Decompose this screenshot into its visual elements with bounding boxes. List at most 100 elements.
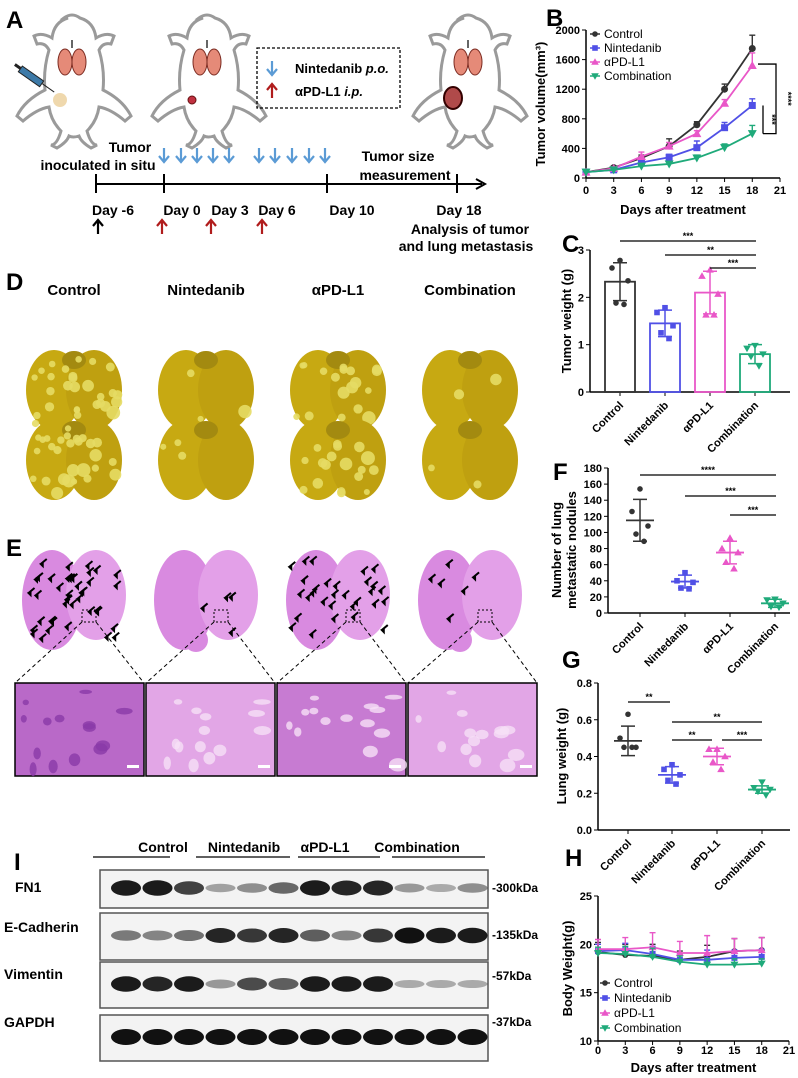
lung-lobe [422, 350, 478, 430]
arrow-icon [84, 560, 94, 571]
protein-band [174, 930, 204, 941]
metastatic-nodule [362, 411, 376, 425]
protein-band [394, 883, 425, 893]
x-tick-label: 3 [622, 1045, 628, 1057]
arrow-down-icon [303, 148, 315, 164]
tissue-feature [499, 758, 516, 773]
arrow-down-icon [286, 148, 298, 164]
tissue-feature [95, 740, 111, 752]
data-point [594, 950, 602, 958]
arrow-head [92, 218, 104, 227]
y-tick-label: 0.2 [577, 788, 592, 800]
wb-group-label: Control [138, 839, 188, 855]
protein-band [457, 927, 488, 944]
data-point [726, 534, 734, 541]
tissue-feature [460, 743, 472, 756]
scale-bar [258, 765, 270, 768]
lung-lobe [158, 350, 214, 430]
y-axis-label: Tumor volume(mm³) [533, 42, 548, 167]
lung-photo [26, 350, 123, 430]
lung-photographs [26, 350, 518, 500]
panel-label-e: E [6, 535, 22, 562]
lung-icon [467, 48, 483, 76]
inoculation-label-2: inoculated in situ [40, 157, 155, 173]
lung-photo [158, 420, 254, 500]
data-point [617, 257, 623, 264]
lung-icon [71, 48, 87, 76]
zoom-connector [227, 621, 276, 684]
data-point [673, 781, 679, 787]
metastatic-nodule [91, 464, 99, 472]
arrow-icon [47, 573, 56, 584]
metastatic-nodule [365, 387, 372, 394]
metastatic-nodule [106, 405, 121, 420]
data-point [720, 98, 730, 107]
metastatic-nodule [76, 463, 91, 478]
significance-label: **** [783, 92, 793, 107]
mouse-illustration [14, 13, 133, 150]
metastatic-nodule [312, 478, 324, 489]
metastatic-nodule [337, 386, 350, 399]
metastatic-nodule [96, 392, 105, 401]
arrow-icon [360, 565, 369, 576]
arrow-icon [287, 561, 296, 572]
tissue-feature [203, 751, 216, 765]
arrow-icon [370, 563, 380, 574]
arrow-icon [55, 582, 65, 593]
group-1 [649, 304, 681, 393]
metastatic-nodule [320, 459, 331, 470]
arrow-icon [300, 575, 309, 586]
tissue-feature [33, 747, 41, 760]
metastatic-nodule [319, 367, 328, 376]
y-tick-label: 20 [590, 592, 602, 604]
tissue-feature [286, 721, 293, 730]
he-section [145, 550, 276, 777]
tissue-feature [320, 717, 331, 726]
protein-band [394, 980, 425, 988]
protein-band [205, 883, 236, 893]
protein-band [331, 880, 362, 896]
data-point [665, 153, 673, 161]
tissue-feature [29, 762, 37, 777]
y-tick-label: 25 [580, 891, 592, 903]
protein-band [363, 1029, 393, 1045]
arrow-icon [47, 615, 57, 626]
day-label: Day 18 [436, 202, 481, 218]
metastatic-nodule [72, 434, 81, 443]
arrow-icon [323, 577, 332, 589]
tissue-feature [79, 689, 92, 695]
legend-label: Control [604, 27, 643, 41]
arrow-icon [309, 587, 318, 598]
tissue-feature [68, 753, 81, 767]
arrow-down-icon [223, 148, 235, 164]
arrow-head [223, 155, 235, 164]
metastatic-nodule [73, 411, 82, 419]
lung-lobe [462, 420, 518, 500]
tissue-feature [194, 741, 206, 753]
blot-row [99, 912, 489, 961]
protein-band [205, 928, 236, 943]
tissue-feature [446, 690, 457, 695]
legend-label: Control [614, 976, 653, 990]
arrow-icon [288, 622, 297, 633]
tissue-feature [437, 741, 447, 753]
significance-label: *** [748, 505, 759, 515]
metastatic-nodule [38, 367, 45, 375]
protein-band [363, 976, 393, 992]
metastatic-nodule [238, 404, 252, 419]
lung-hilum [326, 421, 350, 439]
wb-protein-label: E-Cadherin [4, 919, 79, 935]
arrow-icon [296, 588, 306, 599]
data-point [709, 758, 717, 765]
data-point [629, 744, 635, 751]
data-point [658, 330, 664, 336]
x-tick-label: 9 [666, 185, 672, 197]
data-point [665, 777, 671, 784]
data-point [592, 31, 598, 37]
wb-size-label: -57kDa [492, 969, 532, 983]
arrow-icon [309, 555, 318, 566]
data-point [751, 342, 759, 350]
data-point [763, 597, 771, 604]
